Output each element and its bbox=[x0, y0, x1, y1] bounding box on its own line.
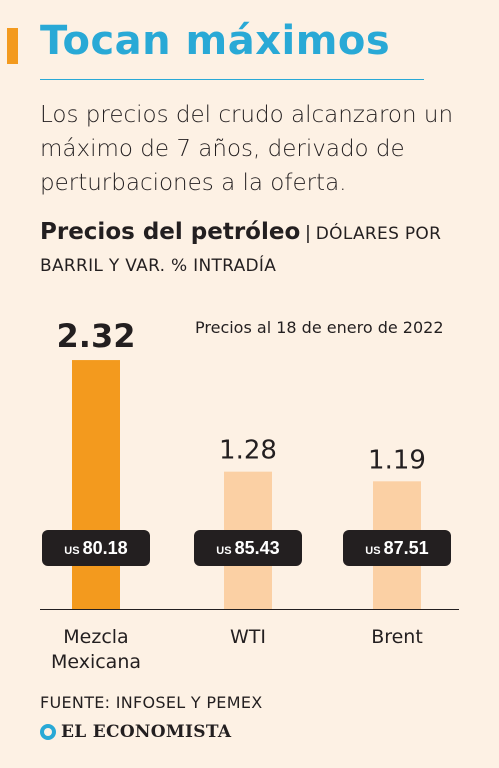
price-badge-0 bbox=[42, 530, 150, 566]
price-badge-2 bbox=[343, 530, 451, 566]
brand-name: EL ECONOMISTA bbox=[61, 722, 232, 742]
chart-heading-main: Precios del petróleo bbox=[40, 219, 301, 245]
category-label-line: Mezcla bbox=[63, 626, 128, 648]
category-label-2: Brent bbox=[371, 626, 423, 648]
page-subtitle: Los precios del crudo alcanzaron un máxi… bbox=[40, 102, 454, 196]
chart-heading: Precios del petróleo | DÓLARES POR BARRI… bbox=[40, 216, 470, 282]
category-label-line: WTI bbox=[230, 626, 266, 648]
price-label-2: US 87.51 bbox=[365, 538, 428, 558]
price-value-1: 85.43 bbox=[235, 538, 280, 558]
chart-heading-unit: DÓLARES POR BARRIL Y VAR. % INTRADÍA bbox=[40, 224, 442, 276]
bar-value-label-1: 1.28 bbox=[219, 436, 277, 466]
source-note: FUENTE: INFOSEL Y PEMEX bbox=[40, 693, 263, 712]
price-label-1: US 85.43 bbox=[216, 538, 279, 558]
price-value-0: 80.18 bbox=[83, 538, 128, 558]
price-currency-1: US bbox=[216, 545, 234, 557]
category-label-1: WTI bbox=[230, 626, 266, 648]
chart-heading-separator: | bbox=[305, 223, 311, 244]
title-divider bbox=[40, 79, 424, 80]
bar-chart: 2.32 US 80.18 Mezcla Mexicana 1.28 US 85.43 WT… bbox=[40, 317, 459, 673]
price-value-2: 87.51 bbox=[384, 538, 429, 558]
bar-value-label-2: 1.19 bbox=[368, 445, 426, 475]
price-label-0: US 80.18 bbox=[64, 538, 127, 558]
page-title: Tocan máximos bbox=[40, 18, 391, 64]
bar-0 bbox=[72, 360, 120, 609]
category-label-line: Mexicana bbox=[51, 651, 141, 673]
title-accent-bar bbox=[7, 28, 18, 64]
price-badge-1 bbox=[194, 530, 302, 566]
logo-circle-icon bbox=[40, 724, 56, 740]
category-label-line: Brent bbox=[371, 626, 423, 648]
chart-date-note: Precios al 18 de enero de 2022 bbox=[195, 318, 444, 337]
price-currency-2: US bbox=[365, 545, 383, 557]
brand-logo: EL ECONOMISTA bbox=[40, 722, 231, 742]
bar-value-label-0: 2.32 bbox=[57, 317, 136, 355]
category-label-0: Mezcla Mexicana bbox=[51, 626, 141, 673]
price-currency-0: US bbox=[64, 545, 82, 557]
